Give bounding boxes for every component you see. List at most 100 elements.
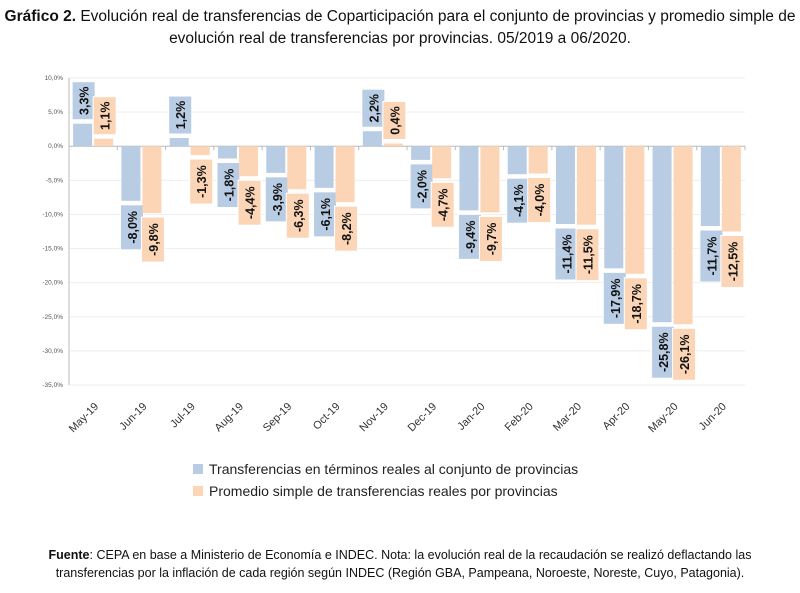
- data-label-box: [672, 327, 697, 381]
- legend-item-blue: Transferencias en términos reales al con…: [193, 458, 578, 480]
- y-tick-label: -25,0%: [42, 314, 63, 321]
- bar-orange: [577, 146, 596, 225]
- x-tick-label: Sep-19: [261, 401, 295, 435]
- legend-item-orange: Promedio simple de transferencias reales…: [193, 480, 578, 502]
- data-label: -8,2%: [340, 212, 354, 245]
- bar-orange: [383, 143, 403, 147]
- data-label: -26,1%: [678, 334, 692, 374]
- y-tick-label: 10,0%: [45, 75, 64, 82]
- data-label-box: [478, 215, 503, 262]
- y-tick-label: -30,0%: [42, 348, 63, 355]
- data-label: 2,2%: [367, 94, 381, 123]
- bar-blue: [652, 146, 672, 323]
- y-tick-label: 5,0%: [48, 109, 63, 116]
- y-tick-label: -15,0%: [42, 246, 63, 253]
- legend-label: Promedio simple de transferencias reales…: [209, 483, 558, 499]
- data-label-box: [382, 100, 407, 140]
- bar-orange: [480, 146, 500, 213]
- legend-swatch: [193, 486, 203, 496]
- data-label: -18,7%: [630, 284, 644, 324]
- x-tick-label: Aug-19: [213, 401, 247, 435]
- x-tick-label: May-19: [67, 401, 101, 435]
- data-label: -6,3%: [292, 199, 306, 232]
- data-label-box: [430, 181, 455, 228]
- x-tick-label: Feb-20: [503, 401, 536, 434]
- data-label-box: [189, 158, 214, 205]
- data-label: -11,7%: [705, 237, 719, 276]
- data-label-box: [720, 235, 745, 288]
- data-label-box: [92, 96, 117, 136]
- bar-orange: [625, 146, 645, 274]
- data-label: 1,2%: [174, 101, 188, 130]
- data-label: -17,9%: [609, 279, 623, 319]
- x-tick-label: Nov-19: [357, 401, 391, 435]
- bar-orange: [142, 146, 162, 214]
- data-label-box: [334, 205, 359, 252]
- bar-chart: 10,0% 5,0% 0,0% -5,0% -10,0% -15,0% -20,0% -25,…: [42, 75, 746, 435]
- source-note: Fuente: CEPA en base a Ministerio de Eco…: [20, 546, 780, 582]
- data-label: -6,1%: [319, 198, 333, 231]
- data-label: -3,9%: [271, 183, 285, 216]
- data-label: -4,1%: [512, 184, 526, 217]
- title-text: Evolución real de transferencias de Copa…: [76, 8, 796, 47]
- bar-orange: [721, 146, 741, 232]
- bar-blue: [556, 146, 575, 224]
- data-label: -4,4%: [244, 186, 258, 219]
- x-tick-label: May-20: [646, 401, 680, 435]
- x-tick-label: Mar-20: [551, 401, 584, 434]
- data-label-box: [168, 95, 193, 135]
- y-tick-label: -35,0%: [42, 382, 63, 389]
- data-label-box: [140, 216, 165, 263]
- x-tick-label: Oct-19: [311, 401, 343, 433]
- bar-blue: [314, 146, 334, 188]
- data-label: -4,0%: [533, 184, 547, 217]
- bar-orange: [335, 146, 355, 203]
- data-label-box: [285, 192, 310, 239]
- bar-blue: [266, 146, 286, 173]
- bar-orange: [528, 146, 548, 174]
- legend-swatch: [193, 464, 203, 474]
- data-label: -12,5%: [726, 242, 740, 282]
- data-label: -1,8%: [223, 169, 237, 202]
- y-tick-label: -5,0%: [46, 177, 63, 184]
- bar-orange: [287, 146, 307, 190]
- data-label-box: [237, 179, 262, 226]
- data-label: -4,7%: [437, 188, 451, 221]
- data-label: -9,8%: [147, 223, 161, 256]
- data-label: -11,4%: [561, 235, 575, 274]
- bar-blue: [218, 146, 237, 159]
- x-tick-label: Jun-20: [697, 401, 729, 433]
- data-label-box: [623, 277, 648, 331]
- x-tick-label: Apr-20: [601, 401, 633, 433]
- bar-blue: [73, 123, 93, 147]
- x-tick-label: Jun-19: [117, 401, 149, 433]
- bar-blue: [121, 146, 141, 201]
- legend-label: Transferencias en términos reales al con…: [209, 461, 579, 477]
- bar-blue: [362, 131, 382, 147]
- legend: Transferencias en términos reales al con…: [193, 458, 578, 502]
- x-tick-label: Dec-19: [406, 401, 440, 435]
- data-label-box: [527, 177, 552, 224]
- data-label-box: [575, 228, 600, 282]
- x-tick-label: Jul-19: [168, 401, 198, 431]
- y-tick-label: -10,0%: [42, 211, 63, 218]
- y-tick-label: 0,0%: [48, 143, 63, 150]
- data-label: -1,3%: [195, 165, 209, 198]
- bar-blue: [507, 146, 527, 175]
- data-label: -25,8%: [657, 332, 671, 372]
- bar-blue: [604, 146, 624, 269]
- title-prefix: Gráfico 2.: [4, 8, 77, 25]
- data-label: -11,5%: [582, 235, 596, 274]
- chart-title: Gráfico 2. Evolución real de transferenc…: [0, 6, 800, 50]
- bar-blue: [700, 146, 720, 227]
- data-label: 1,1%: [99, 101, 113, 130]
- y-tick-label: -20,0%: [42, 280, 63, 287]
- data-label: -8,0%: [126, 211, 140, 244]
- data-label: 3,3%: [78, 86, 92, 115]
- data-label: 0,4%: [388, 106, 402, 135]
- bar-blue: [169, 138, 189, 147]
- data-label: -2,0%: [416, 170, 430, 203]
- bar-orange: [239, 146, 258, 177]
- data-label: -9,4%: [464, 221, 478, 254]
- bar-orange: [190, 146, 210, 156]
